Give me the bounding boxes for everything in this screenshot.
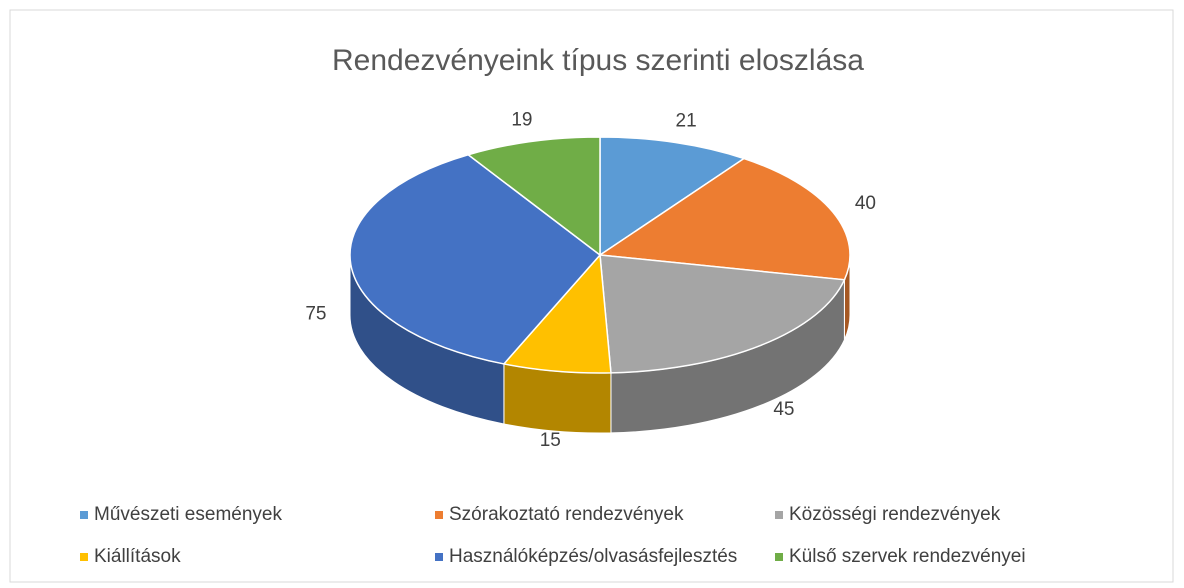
slice bbox=[349, 153, 602, 365]
chart-title: Rendezvényeink típus szerinti eloszlása bbox=[332, 44, 864, 77]
legend-label: Külső szervek rendezvényei bbox=[789, 546, 1026, 567]
data-label: 15 bbox=[540, 430, 561, 451]
legend-swatch bbox=[435, 511, 443, 519]
slice bbox=[597, 157, 851, 281]
legend-label: Közösségi rendezvények bbox=[789, 504, 1001, 525]
legend-label: Kiállítások bbox=[94, 546, 181, 567]
data-label: 19 bbox=[511, 109, 532, 130]
slice bbox=[599, 136, 746, 257]
legend-swatch bbox=[775, 553, 783, 561]
legend-label: Művészeti események bbox=[94, 504, 282, 525]
data-label: 21 bbox=[676, 111, 697, 132]
slice bbox=[599, 254, 846, 374]
slice-side bbox=[503, 363, 612, 434]
slice bbox=[466, 136, 601, 257]
data-label: 45 bbox=[773, 399, 794, 420]
legend-swatch bbox=[80, 553, 88, 561]
data-label: 40 bbox=[855, 193, 876, 214]
legend-label: Használóképzés/olvasásfejlesztés bbox=[449, 546, 737, 567]
slice bbox=[502, 253, 612, 374]
legend-label: Szórakoztató rendezvények bbox=[449, 504, 684, 525]
data-label: 75 bbox=[305, 303, 326, 324]
legend-swatch bbox=[775, 511, 783, 519]
legend-swatch bbox=[435, 553, 443, 561]
legend-swatch bbox=[80, 511, 88, 519]
